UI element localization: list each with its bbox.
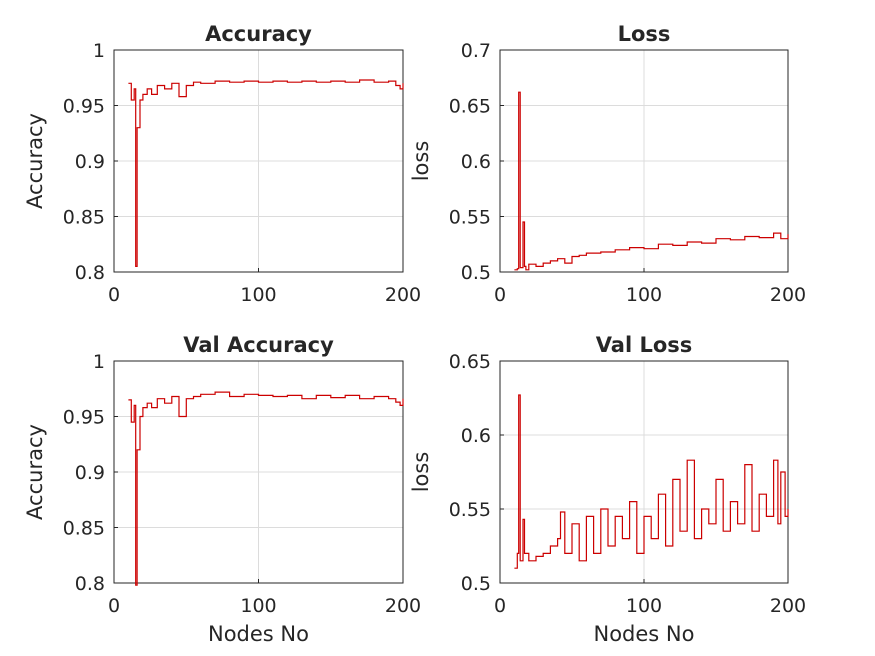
series-line-1 (514, 91, 789, 271)
x-tick-label: 0 (108, 595, 120, 617)
y-tick-label: 1 (93, 40, 105, 62)
y-tick-label: 0.9 (75, 151, 105, 173)
y-tick-label: 0.65 (449, 96, 491, 118)
y-tick-label: 0.95 (63, 96, 105, 118)
y-tick-label: 0.85 (63, 207, 105, 229)
chart-title: Val Accuracy (183, 333, 334, 357)
x-tick-label: 200 (385, 284, 421, 306)
y-tick-label: 0.6 (461, 151, 491, 173)
axes-frame (113, 49, 404, 273)
series-line-1 (128, 79, 404, 267)
x-tick-label: 0 (108, 284, 120, 306)
axes-frame (113, 360, 404, 584)
y-tick-label: 0.55 (449, 207, 491, 229)
y-tick-label: 0.7 (461, 40, 491, 62)
axes-frame (499, 360, 789, 584)
y-tick-label: 0.8 (75, 262, 105, 284)
x-axis-label: Nodes No (208, 622, 309, 646)
axes-frame (499, 49, 789, 273)
y-tick-label: 1 (93, 351, 105, 373)
y-tick-label: 0.5 (461, 262, 491, 284)
chart-panel-1: 0.8 0.85 0.9 0.95 1 0 100 200 Accuracy Accuracy (23, 22, 421, 306)
y-tick-label: 0.85 (63, 518, 105, 540)
series-line-1 (514, 394, 789, 569)
y-tick-label: 0.6 (461, 425, 491, 447)
y-tick-label: 0.5 (461, 573, 491, 595)
x-tick-label: 100 (626, 595, 662, 617)
y-tick-label: 0.9 (75, 462, 105, 484)
x-tick-label: 200 (385, 595, 421, 617)
x-tick-label: 0 (494, 284, 506, 306)
x-tick-label: 200 (770, 595, 806, 617)
y-axis-label: Accuracy (23, 424, 47, 520)
x-tick-label: 100 (626, 284, 662, 306)
chart-title: Accuracy (205, 22, 312, 46)
chart-panel-3: 0.8 0.85 0.9 0.95 1 0 100 200 Val Accuracy Accura… (23, 333, 421, 646)
x-tick-label: 200 (770, 284, 806, 306)
chart-title: Loss (618, 22, 671, 46)
x-tick-label: 100 (240, 595, 276, 617)
x-tick-label: 0 (494, 595, 506, 617)
chart-title: Val Loss (596, 333, 693, 357)
x-axis-label: Nodes No (594, 622, 695, 646)
chart-panel-4: 0.5 0.55 0.6 0.65 0 100 200 Val Loss loss Nodes N… (409, 333, 806, 646)
series-line-1 (128, 391, 404, 586)
x-tick-label: 100 (240, 284, 276, 306)
y-tick-label: 0.65 (449, 351, 491, 373)
y-axis-label: loss (409, 141, 433, 182)
y-tick-label: 0.55 (449, 499, 491, 521)
chart-panel-2: 0.5 0.55 0.6 0.65 0.7 0 100 200 Loss loss (409, 22, 806, 306)
y-axis-label: loss (409, 452, 433, 493)
y-tick-label: 0.95 (63, 407, 105, 429)
y-tick-label: 0.8 (75, 573, 105, 595)
y-axis-label: Accuracy (23, 113, 47, 209)
